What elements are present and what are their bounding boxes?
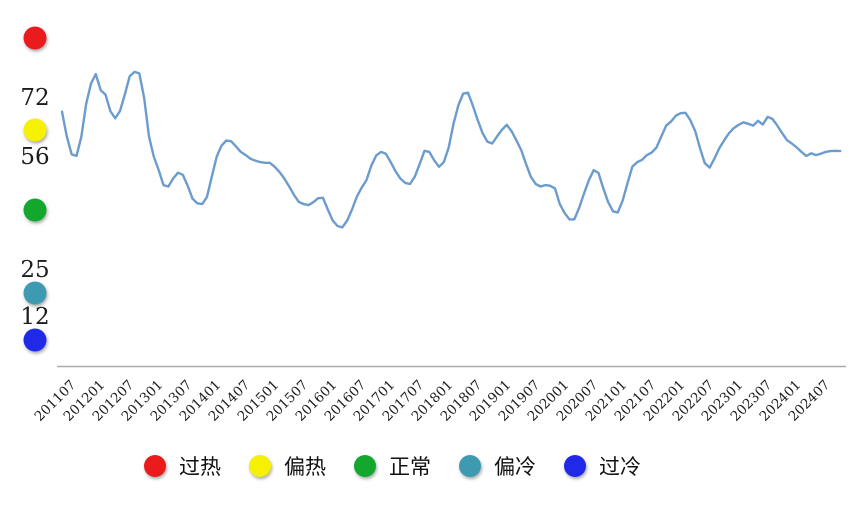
legend-item-cool: 偏冷 xyxy=(459,451,536,481)
overheat-zone-dot-icon xyxy=(23,26,47,50)
y-tick-label: 72 xyxy=(20,85,50,112)
y-tick-label: 56 xyxy=(20,143,50,170)
cool-zone-dot-icon xyxy=(23,281,47,305)
legend-item-overcool: 过冷 xyxy=(564,451,641,481)
overcool-legend-dot-icon xyxy=(564,455,586,477)
cool-legend-dot-icon xyxy=(459,455,481,477)
y-tick-label: 12 xyxy=(20,304,50,331)
overcool-zone-dot-icon xyxy=(23,328,47,352)
warm-legend-dot-icon xyxy=(249,455,271,477)
legend-item-overheat: 过热 xyxy=(144,451,221,481)
normal-legend-dot-icon xyxy=(354,455,376,477)
overheat-legend-dot-icon xyxy=(144,455,166,477)
legend-label: 过热 xyxy=(179,455,221,479)
legend-label: 偏热 xyxy=(284,455,326,479)
y-tick-label: 25 xyxy=(20,256,50,283)
legend-label: 过冷 xyxy=(599,455,641,479)
legend-label: 偏冷 xyxy=(494,455,536,479)
index-line-series xyxy=(60,70,842,229)
legend: 过热 偏热 正常 偏冷 过冷 xyxy=(144,451,641,481)
legend-label: 正常 xyxy=(389,455,431,479)
normal-zone-dot-icon xyxy=(23,198,47,222)
legend-item-warm: 偏热 xyxy=(249,451,326,481)
warm-zone-dot-icon xyxy=(23,118,47,142)
legend-item-normal: 正常 xyxy=(354,451,431,481)
